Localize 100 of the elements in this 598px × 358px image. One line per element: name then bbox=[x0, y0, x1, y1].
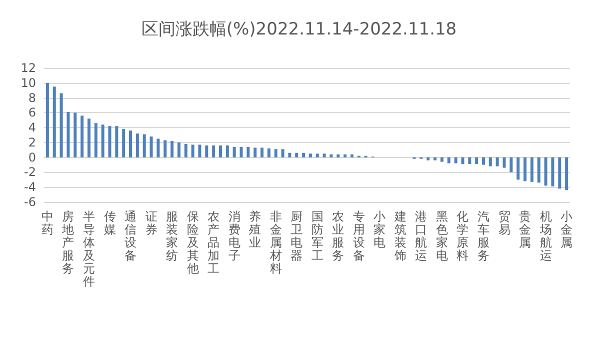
y-tick-label: 6 bbox=[28, 106, 36, 120]
bar bbox=[122, 129, 126, 158]
bar bbox=[537, 157, 540, 183]
bar bbox=[434, 157, 437, 160]
x-tick-label: 半导体及元件 bbox=[82, 210, 95, 288]
bar bbox=[308, 154, 312, 158]
bar bbox=[468, 157, 472, 164]
bar bbox=[191, 144, 194, 158]
bar bbox=[461, 157, 464, 164]
bar bbox=[330, 154, 333, 158]
bar bbox=[482, 157, 485, 165]
y-tick-label: 0 bbox=[28, 150, 36, 164]
bar bbox=[524, 157, 527, 182]
bar bbox=[212, 145, 216, 158]
y-tick-label: 8 bbox=[28, 90, 36, 105]
x-tick-label: 保险及其他 bbox=[186, 210, 199, 276]
bar bbox=[129, 130, 132, 158]
bar bbox=[60, 93, 63, 158]
bar bbox=[240, 146, 243, 158]
x-tick-label: 农业服务 bbox=[332, 210, 344, 262]
bar bbox=[46, 82, 49, 158]
bar bbox=[198, 144, 202, 158]
x-tick-label: 建筑装饰 bbox=[393, 210, 406, 262]
x-tick-label: 小家电 bbox=[374, 210, 386, 250]
bar bbox=[350, 154, 354, 158]
bar bbox=[426, 157, 430, 160]
bar bbox=[260, 148, 264, 158]
x-tick-label: 贵金属 bbox=[519, 210, 532, 250]
bar bbox=[108, 126, 112, 158]
bar bbox=[295, 152, 298, 158]
bar bbox=[226, 145, 229, 158]
bar bbox=[565, 157, 568, 190]
y-tick-label: -2 bbox=[24, 165, 36, 180]
x-tick-label: 证券 bbox=[145, 210, 158, 236]
bar bbox=[94, 123, 98, 158]
bar bbox=[336, 154, 340, 158]
bar bbox=[156, 138, 160, 158]
bar bbox=[170, 140, 174, 158]
bar bbox=[530, 157, 534, 182]
x-tick-label: 通信设备 bbox=[124, 210, 137, 262]
x-tick-label: 汽车服务 bbox=[477, 210, 490, 262]
bar bbox=[454, 157, 458, 164]
bar bbox=[502, 157, 506, 168]
x-tick-label: 厨卫电器 bbox=[290, 210, 303, 262]
bar bbox=[101, 124, 104, 158]
bar bbox=[142, 134, 146, 158]
bar bbox=[551, 157, 554, 186]
bar bbox=[488, 157, 492, 166]
bar bbox=[274, 149, 278, 158]
bar bbox=[205, 145, 208, 158]
bar bbox=[281, 149, 284, 158]
x-tick-label: 化学原料 bbox=[456, 210, 469, 262]
bar bbox=[136, 134, 139, 158]
bar bbox=[302, 152, 306, 158]
x-tick-label: 中药 bbox=[41, 210, 54, 236]
y-tick-label: 4 bbox=[28, 120, 36, 135]
bar bbox=[475, 157, 478, 164]
bar bbox=[177, 142, 180, 158]
bar bbox=[316, 154, 319, 158]
bar bbox=[232, 146, 236, 158]
bar bbox=[447, 157, 450, 164]
bar bbox=[516, 157, 520, 180]
x-tick-label: 房地产服务 bbox=[61, 210, 74, 276]
bar bbox=[558, 157, 562, 189]
x-tick-label: 非金属材料 bbox=[268, 210, 282, 276]
x-tick-label: 消费电子 bbox=[228, 210, 240, 262]
bar bbox=[66, 112, 70, 158]
bar bbox=[288, 152, 292, 158]
bar bbox=[218, 145, 222, 158]
bar bbox=[496, 157, 499, 166]
x-tick-label: 小金属 bbox=[560, 210, 573, 250]
bar bbox=[52, 86, 56, 158]
bar bbox=[267, 148, 270, 158]
bar bbox=[184, 144, 188, 158]
bar bbox=[440, 157, 444, 162]
y-tick-label: -4 bbox=[24, 180, 36, 194]
x-tick-label: 港口航运 bbox=[415, 210, 428, 262]
y-tick-label: 10 bbox=[20, 76, 36, 90]
bar bbox=[254, 148, 257, 158]
x-tick-label: 机场航运 bbox=[538, 210, 552, 262]
y-tick-label: -6 bbox=[24, 195, 36, 209]
bar bbox=[115, 126, 118, 158]
bar bbox=[80, 116, 84, 158]
bar bbox=[322, 154, 326, 158]
x-tick-label: 国防军工 bbox=[311, 210, 324, 262]
x-tick-label: 黑色家电 bbox=[436, 210, 448, 262]
x-tick-label: 农产品加工 bbox=[208, 210, 220, 276]
y-tick-label: 12 bbox=[20, 61, 36, 75]
bar bbox=[544, 157, 548, 186]
x-tick-label: 服装家纺 bbox=[166, 210, 178, 262]
bar bbox=[510, 157, 513, 172]
x-tick-label: 专用设备 bbox=[352, 210, 365, 262]
y-tick-label: 2 bbox=[28, 135, 36, 150]
x-tick-label: 养殖业 bbox=[249, 210, 262, 250]
x-tick-label: 传媒 bbox=[104, 210, 116, 236]
x-tick-label: 贸易 bbox=[498, 210, 510, 236]
chart-title: 区间涨跌幅(%)2022.11.14-2022.11.18 bbox=[141, 20, 457, 40]
bar bbox=[74, 112, 77, 158]
bar bbox=[344, 154, 347, 158]
bar bbox=[87, 118, 90, 158]
